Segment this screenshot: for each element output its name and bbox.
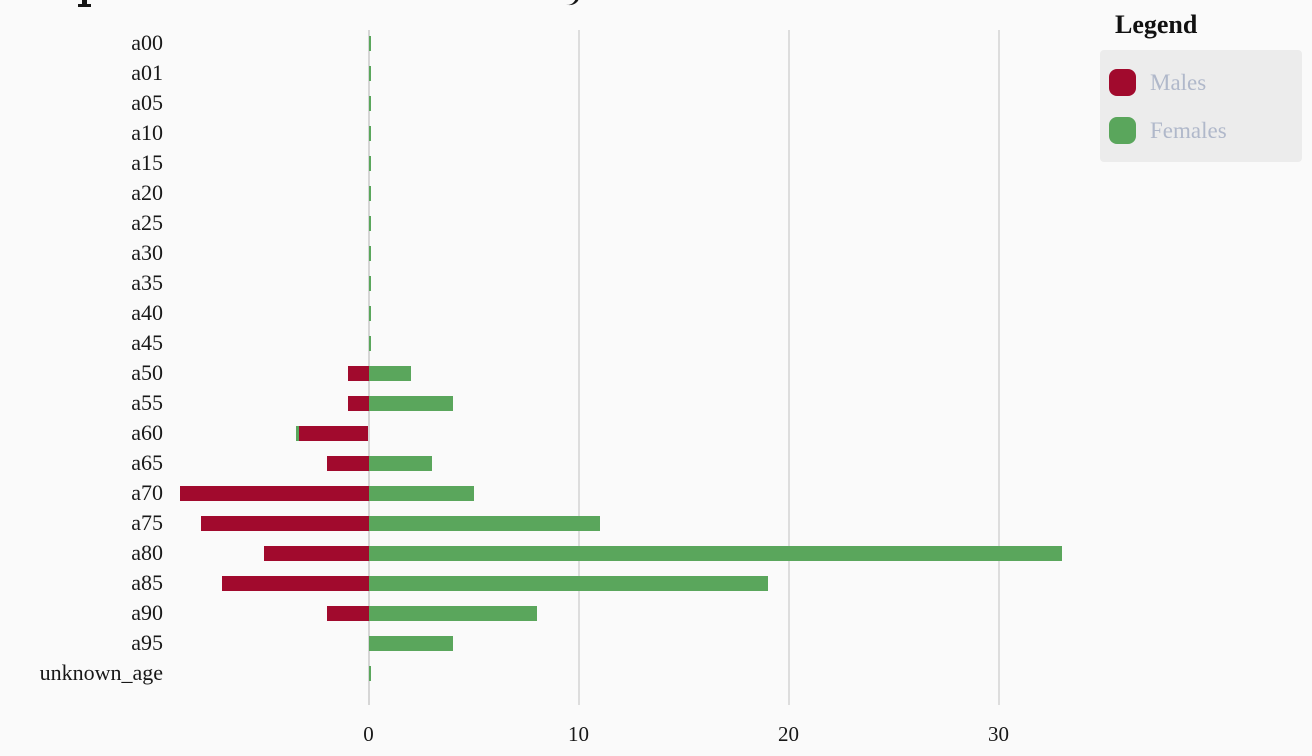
bar-females: [368, 305, 371, 321]
bar-males: [299, 425, 369, 441]
legend-item-females[interactable]: Females: [1109, 117, 1293, 144]
bar-females: [368, 155, 371, 171]
bar-females: [368, 245, 371, 261]
y-axis-label: a40: [131, 300, 163, 325]
y-axis-label: a60: [131, 420, 163, 445]
legend-title: Legend: [1115, 10, 1198, 39]
y-axis-label: unknown_age: [39, 660, 163, 685]
x-tick-label: 0: [363, 722, 374, 746]
bar-females: [368, 185, 371, 201]
legend-box: Males Females: [1100, 50, 1302, 162]
bar-males: [326, 455, 369, 471]
y-axis-label: a05: [131, 90, 163, 115]
legend-item-males[interactable]: Males: [1109, 69, 1293, 96]
y-axis-label: a25: [131, 210, 163, 235]
x-tick-label: 20: [778, 722, 799, 746]
y-axis-label: a95: [131, 630, 163, 655]
bar-females: [368, 545, 1062, 561]
bar-females: [368, 395, 453, 411]
title-glyph-stem: [82, 0, 87, 5]
y-axis-label: a55: [131, 390, 163, 415]
bar-females: [368, 605, 537, 621]
y-axis-label: a50: [131, 360, 163, 385]
females-color-swatch: [1109, 117, 1136, 144]
y-axis-label: a30: [131, 240, 163, 265]
y-axis-label: a45: [131, 330, 163, 355]
bar-females: [368, 35, 371, 51]
y-axis-label: a01: [131, 60, 163, 85]
bar-females: [368, 65, 371, 81]
bar-females: [368, 575, 768, 591]
gridline: [997, 30, 1000, 705]
legend-item-label: Females: [1150, 118, 1227, 143]
bar-females: [368, 215, 371, 231]
bar-males: [221, 575, 369, 591]
bar-females: [368, 125, 371, 141]
y-axis-label: a85: [131, 570, 163, 595]
y-axis-label: a90: [131, 600, 163, 625]
bar-males: [347, 365, 369, 381]
bar-females: [368, 365, 411, 381]
bar-males: [179, 485, 369, 501]
y-axis-label: a15: [131, 150, 163, 175]
bar-males: [263, 545, 369, 561]
y-axis-label: a20: [131, 180, 163, 205]
y-axis-label: a35: [131, 270, 163, 295]
y-axis-label: a75: [131, 510, 163, 535]
males-color-swatch: [1109, 69, 1136, 96]
bar-females: [368, 635, 453, 651]
y-axis-label: a00: [131, 30, 163, 55]
bar-females: [368, 665, 371, 681]
bar-females: [296, 425, 300, 441]
bar-females: [368, 335, 371, 351]
legend-item-label: Males: [1150, 70, 1207, 95]
y-axis-label: a10: [131, 120, 163, 145]
bar-males: [326, 605, 369, 621]
gridline: [787, 30, 790, 705]
x-tick-label: 30: [988, 722, 1009, 746]
bar-females: [368, 95, 371, 111]
x-tick-label: 10: [568, 722, 589, 746]
bar-males: [200, 515, 369, 531]
y-axis-label: a65: [131, 450, 163, 475]
bar-females: [368, 485, 474, 501]
bar-females: [368, 275, 371, 291]
title-glyph-foot: [78, 4, 91, 7]
y-axis-label: a70: [131, 480, 163, 505]
bar-males: [347, 395, 369, 411]
cropped-title-descender-p: [78, 0, 91, 7]
bar-females: [368, 455, 432, 471]
gridline: [577, 30, 580, 705]
bar-females: [368, 515, 600, 531]
y-axis-label: a80: [131, 540, 163, 565]
